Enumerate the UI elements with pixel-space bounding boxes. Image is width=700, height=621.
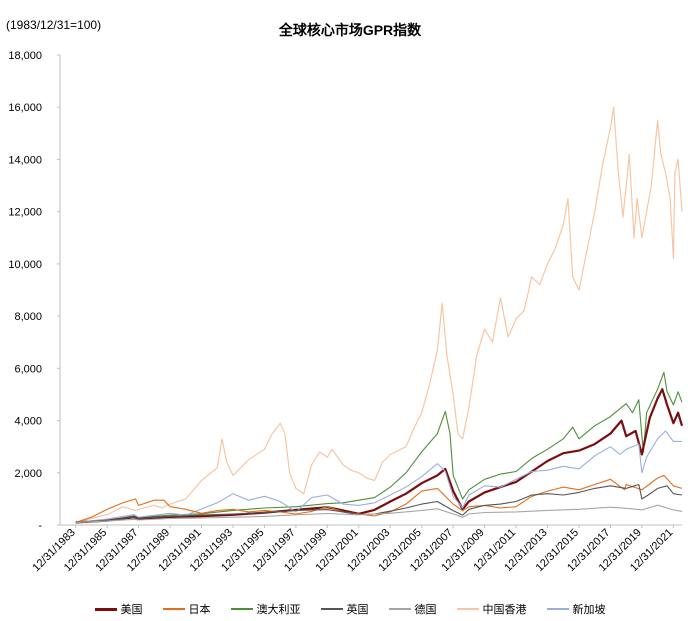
legend-label: 中国香港: [482, 604, 527, 616]
series-line-英国: [75, 483, 683, 523]
chart-title: 全球核心市场GPR指数: [278, 22, 422, 38]
y-tick-label: 6,000: [14, 363, 42, 375]
legend-label: 英国: [346, 604, 369, 616]
y-tick-label: -: [38, 520, 42, 532]
legend-label: 美国: [120, 604, 143, 616]
y-tick-label: 10,000: [8, 259, 42, 271]
series-line-新加坡: [75, 430, 682, 523]
plot-lines: [75, 106, 684, 524]
legend-swatch: [388, 608, 411, 610]
legend-swatch: [320, 608, 343, 610]
legend-item: 新加坡: [546, 601, 606, 617]
legend-item: 德国: [388, 601, 437, 617]
y-tick-label: 16,000: [8, 102, 42, 114]
legend-item: 美国: [94, 601, 143, 617]
y-tick-label: 8,000: [14, 311, 42, 323]
legend-label: 澳大利亚: [256, 604, 301, 616]
legend-swatch: [94, 607, 117, 611]
legend-item: 澳大利亚: [230, 601, 301, 617]
y-tick-label: 14,000: [8, 154, 42, 166]
series-line-日本: [75, 474, 683, 523]
legend: 美国 日本 澳大利亚 英国 德国 中国香港 新加坡: [0, 601, 700, 617]
unit-note: (1983/12/31=100): [6, 18, 102, 32]
y-tick-label: 12,000: [8, 207, 42, 219]
y-tick-label: 18,000: [8, 50, 42, 62]
legend-label: 日本: [188, 604, 211, 616]
y-tick-label: 2,000: [14, 468, 42, 480]
series-line-澳大利亚: [75, 371, 683, 523]
legend-swatch: [162, 608, 185, 610]
legend-swatch: [546, 608, 569, 610]
legend-label: 德国: [414, 604, 437, 616]
legend-swatch: [230, 608, 253, 610]
legend-item: 中国香港: [456, 601, 527, 617]
legend-label: 新加坡: [572, 604, 606, 616]
legend-swatch: [456, 608, 479, 610]
y-tick-label: 4,000: [14, 416, 42, 428]
legend-item: 英国: [320, 601, 369, 617]
series-line-中国香港: [75, 106, 683, 523]
legend-item: 日本: [162, 601, 211, 617]
series-line-德国: [75, 504, 683, 523]
axes: - 2,000 4,000 6,000 8,000 10,000 12,000 14,000 1…: [8, 50, 682, 574]
